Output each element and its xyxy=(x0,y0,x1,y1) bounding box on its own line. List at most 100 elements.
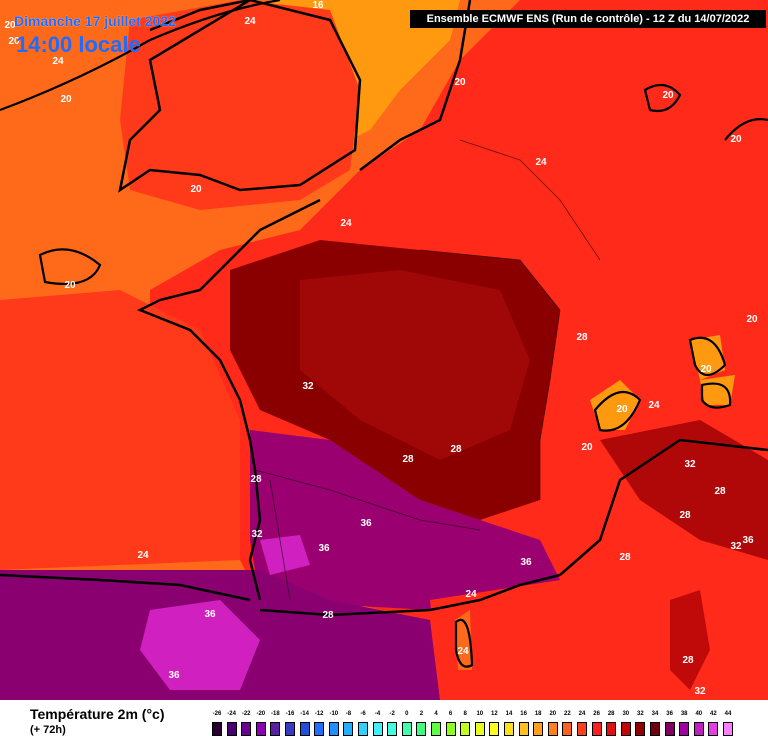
contour-label: 32 xyxy=(684,459,696,470)
scale-swatch xyxy=(518,722,529,736)
scale-swatch xyxy=(285,722,295,736)
contour-label: 20 xyxy=(730,134,742,145)
contour-label: 28 xyxy=(714,486,726,497)
scale-tick-label: -6 xyxy=(360,711,366,717)
coast-italy xyxy=(559,438,768,576)
border-pyrenees xyxy=(254,469,481,531)
contour-label: 36 xyxy=(168,670,180,681)
contour-20-alps xyxy=(688,336,727,377)
scale-swatch xyxy=(416,722,427,736)
contour-label: 32 xyxy=(730,541,742,552)
border-spain-portugal xyxy=(269,479,291,601)
contour-label: 20 xyxy=(454,77,466,88)
contour-label: 20 xyxy=(4,20,16,31)
contour-label: 28 xyxy=(450,444,462,455)
contour-label: 28 xyxy=(576,332,588,343)
contour-labels: 20 24 16 24 20 20 20 20 24 20 24 20 28 20 20 20 24 20 32 32… xyxy=(4,0,758,697)
model-run-banner: Ensemble ECMWF ENS (Run de contrôle) - 1… xyxy=(410,10,766,28)
scale-tick-label: 0 xyxy=(405,711,409,717)
contour-20-corsica xyxy=(454,618,474,668)
scale-swatch xyxy=(679,722,690,736)
contour-label: 20 xyxy=(662,90,674,101)
alps-cool-3 xyxy=(700,375,735,405)
scale-swatch xyxy=(445,722,456,736)
scale-tick-label: 42 xyxy=(710,711,717,717)
france-center xyxy=(300,270,530,460)
coast-iberia xyxy=(248,469,262,601)
contour-label: 28 xyxy=(402,454,414,465)
scale-swatch xyxy=(431,722,441,736)
contour-label: 20 xyxy=(581,442,593,453)
contour-label: 24 xyxy=(340,218,352,229)
scale-tick-label: -16 xyxy=(285,711,295,717)
contour-label: 28 xyxy=(679,510,691,521)
contour-label: 36 xyxy=(204,609,216,620)
magenta-patch xyxy=(140,600,260,690)
scale-swatch xyxy=(620,722,631,736)
coast-france-west xyxy=(136,198,321,471)
scale-tick-label: 10 xyxy=(476,711,484,717)
scale-swatch xyxy=(533,722,544,736)
contour-label: 28 xyxy=(250,474,262,485)
contour-label: 28 xyxy=(619,552,631,563)
scale-tick-label: -26 xyxy=(212,711,222,717)
contour-label: 32 xyxy=(302,381,314,392)
contour-label: 36 xyxy=(360,518,372,529)
scale-swatch xyxy=(372,722,383,736)
variable-title: Température 2m (°c) xyxy=(30,706,165,722)
scale-tick-label: 34 xyxy=(651,711,659,717)
contour-20-alps3 xyxy=(700,382,732,409)
contour-label: 24 xyxy=(52,56,64,67)
contour-label: 36 xyxy=(742,535,754,546)
britain-land xyxy=(120,0,360,210)
scale-swatch xyxy=(664,722,675,736)
contour-label: 24 xyxy=(535,157,547,168)
scale-tick-label: -8 xyxy=(345,711,352,717)
contour-20-west xyxy=(38,248,102,286)
coastlines xyxy=(0,0,768,617)
contour-label: 28 xyxy=(682,655,694,666)
contour-20-east xyxy=(643,83,682,113)
contour-label: 36 xyxy=(520,557,532,568)
borders xyxy=(254,139,601,601)
scale-tick-label: 18 xyxy=(534,711,542,717)
scale-tick-label: -20 xyxy=(256,711,266,717)
contour-label: 20 xyxy=(64,280,76,291)
contour-label: 24 xyxy=(465,589,477,600)
contour-20-alps2 xyxy=(593,390,642,432)
scale-swatch xyxy=(504,722,514,736)
coast-britain xyxy=(118,0,362,193)
contour-label: 32 xyxy=(694,686,706,697)
contour-label: 20 xyxy=(190,184,202,195)
scale-swatch xyxy=(577,722,587,736)
scale-swatch xyxy=(212,722,222,736)
scale-swatch xyxy=(650,722,660,736)
scale-tick-label: 14 xyxy=(505,711,513,717)
scale-swatch xyxy=(270,722,281,736)
scale-swatch xyxy=(489,722,500,736)
scale-tick-label: -4 xyxy=(374,711,381,717)
magenta-patch-2 xyxy=(260,535,310,575)
scale-tick-label: -12 xyxy=(314,711,324,717)
scale-tick-label: 22 xyxy=(564,711,571,717)
scale-swatch xyxy=(693,722,704,736)
scale-tick-label: 38 xyxy=(680,711,688,717)
scale-swatch xyxy=(562,722,573,736)
coast-north-africa xyxy=(0,573,251,602)
scale-tick-label: -14 xyxy=(300,711,309,717)
contour-label: 24 xyxy=(137,550,149,561)
contours xyxy=(0,0,768,668)
lead-time: (+ 72h) xyxy=(30,724,66,736)
scale-tick-label: -2 xyxy=(389,711,395,717)
scale-tick-label: 2 xyxy=(419,711,424,717)
coast-med xyxy=(259,573,561,617)
atlantic-warm-band xyxy=(0,290,240,570)
scale-tick-label: 24 xyxy=(578,711,586,717)
scale-tick-label: 12 xyxy=(491,711,498,717)
scale-tick-label: 40 xyxy=(695,711,703,717)
temperature-map: 20 24 16 24 20 20 20 20 24 20 24 20 28 20 20 20 24 20 32 32… xyxy=(0,0,768,700)
contour-label: 20 xyxy=(616,404,628,415)
corsica-cool xyxy=(455,610,472,670)
scale-swatch xyxy=(723,722,733,736)
scale-tick-label: 44 xyxy=(724,711,732,717)
